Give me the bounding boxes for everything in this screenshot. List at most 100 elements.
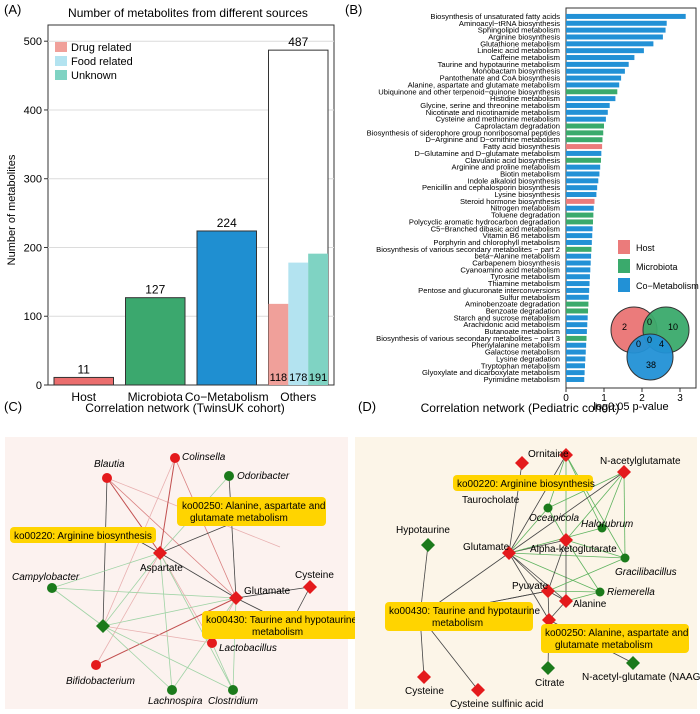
- edge: [159, 552, 173, 691]
- pathway-ko00250-d-line2: glutamate metabolism: [555, 640, 653, 651]
- label-hypotaurine: Hypotaurine: [396, 525, 450, 536]
- pathway-bar: [566, 157, 601, 163]
- pathway-bar: [566, 267, 591, 273]
- pathway-label: Steroid hormone biosynthesis: [460, 197, 560, 206]
- pathway-bar: [566, 164, 601, 170]
- others-sub-bar: [288, 262, 309, 385]
- pathway-ko00250-line1: ko00250: Alanine, aspartate and: [182, 501, 325, 512]
- x-tick-label: Co−Metabolism: [185, 390, 269, 404]
- label-naag: N-acetyl-glutamate (NAAG): [582, 672, 700, 683]
- label-colinsella: Colinsella: [182, 452, 226, 463]
- node-oceanicola: [543, 503, 553, 513]
- label-cysteine-sulfinic-acid: Cysteine sulfinic acid: [450, 699, 543, 710]
- pathway-bar: [566, 123, 604, 129]
- edge: [102, 477, 108, 627]
- pathway-label: Indole alkaloid biosynthesis: [468, 176, 561, 185]
- pathway-label: Thiamine metabolism: [488, 279, 560, 288]
- pathway-label: Monobactam biosynthesis: [472, 67, 560, 76]
- pathway-label: Butanoate metabolism: [484, 327, 560, 336]
- panel-d-nodes: [417, 448, 640, 697]
- others-sub-bar: [268, 303, 289, 385]
- legend-swatch-drug: [55, 42, 67, 52]
- panel-c-letter: (C): [4, 399, 22, 414]
- label-gracilibacillus: Gracilibacillus: [615, 567, 677, 578]
- legend-swatch-host: [618, 240, 630, 254]
- node-bifidobacterium: [91, 660, 101, 670]
- edge: [102, 625, 234, 691]
- node-odoribacter: [224, 471, 234, 481]
- venn-all: 0: [647, 335, 652, 345]
- label-lachnospira: Lachnospira: [148, 696, 203, 707]
- pathway-label: Biosynthesis of various secondary metabo…: [376, 245, 560, 254]
- x-tick-label: 3: [677, 393, 683, 404]
- pathway-bar: [566, 376, 585, 382]
- panel-c: (C) Correlation network (TwinsUK cohort): [4, 399, 358, 709]
- pathway-label: D−Arginine and D−ornithine metabolism: [425, 135, 560, 144]
- edge: [565, 454, 626, 559]
- pathway-label: Sphingolipid metabolism: [478, 26, 560, 35]
- pathway-bar: [566, 68, 625, 74]
- pathway-bar: [566, 89, 618, 95]
- pathway-bar: [566, 301, 589, 307]
- y-tick-label: 0: [36, 380, 42, 392]
- edge: [565, 539, 601, 593]
- legend-label-host: Host: [636, 243, 655, 253]
- node-ornitaine: [559, 448, 573, 462]
- node-colinsella: [170, 453, 180, 463]
- pathway-label: Caffeine metabolism: [491, 53, 560, 62]
- pathway-ko00220: ko00220: Arginine biosynthesis: [14, 531, 152, 542]
- pathway-label: Arginine biosynthesis: [488, 32, 560, 41]
- edge: [565, 591, 601, 602]
- legend-swatch-cometabolism: [618, 278, 630, 292]
- node-cysteine: [303, 580, 317, 594]
- pathway-bar: [566, 130, 604, 136]
- pathway-label: beta−Alanine metabolism: [475, 252, 560, 261]
- pathway-bar: [566, 274, 590, 280]
- edge: [623, 471, 626, 559]
- bar-cometabolism: [196, 230, 257, 386]
- label-cysteine: Cysteine: [295, 570, 334, 581]
- pathway-label: Linoleic acid metabolism: [477, 46, 560, 55]
- pathway-bar: [566, 144, 603, 150]
- node-taurocholate: [515, 456, 529, 470]
- pathway-bar: [566, 342, 587, 348]
- pathway-bar: [566, 260, 591, 266]
- pathway-label: Glutathione metabolism: [480, 39, 560, 48]
- pathway-label: Phenylalanine metabolism: [471, 341, 560, 350]
- panel-d-pathway-boxes: ko00220: Arginine biosynthesis ko00430: …: [385, 475, 689, 653]
- pathway-label: Pantothenate and CoA biosynthesis: [440, 74, 561, 83]
- panel-b-bars: [566, 13, 686, 382]
- venn-co-only: 38: [646, 360, 656, 370]
- pathway-bar: [566, 363, 585, 369]
- label-riemerella: Riemerella: [607, 587, 655, 598]
- node-clostridium: [228, 685, 238, 695]
- pathway-label: Clavulanic acid biosynthesis: [465, 156, 560, 165]
- pathway-ko00430-d-line2: metabolism: [432, 618, 483, 629]
- edge: [102, 625, 173, 691]
- pathway-box-ko00250-d: [541, 624, 689, 653]
- x-tick-label: Others: [280, 390, 316, 404]
- bar-value-label: 224: [217, 216, 237, 230]
- edge: [508, 552, 549, 592]
- pathway-label: Alanine, aspartate and glutamate metabol…: [408, 80, 560, 89]
- edge: [106, 477, 237, 599]
- pathway-label: Biosynthesis of various secondary metabo…: [376, 334, 560, 343]
- pathway-bar: [566, 281, 590, 287]
- pathway-box-ko00250: [177, 497, 326, 526]
- edge: [508, 552, 567, 602]
- node-blautia: [102, 473, 112, 483]
- pathway-bar: [566, 171, 600, 177]
- pathway-ko00250-d-line1: ko00250: Alanine, aspartate and: [545, 628, 688, 639]
- pathway-bar: [566, 329, 587, 335]
- venn-host-micro: 0: [647, 317, 652, 327]
- pathway-bar: [566, 178, 599, 184]
- bar-host: [53, 376, 114, 386]
- pathway-label: Tyrosine metabolism: [490, 272, 560, 281]
- label-lactobacillus: Lactobacillus: [219, 643, 277, 654]
- edge: [102, 597, 237, 627]
- pathway-label: Arachidonic acid metabolism: [463, 320, 560, 329]
- edge: [95, 552, 161, 666]
- pathway-bar: [566, 13, 686, 19]
- pathway-label: Starch and sucrose metabolism: [454, 313, 560, 322]
